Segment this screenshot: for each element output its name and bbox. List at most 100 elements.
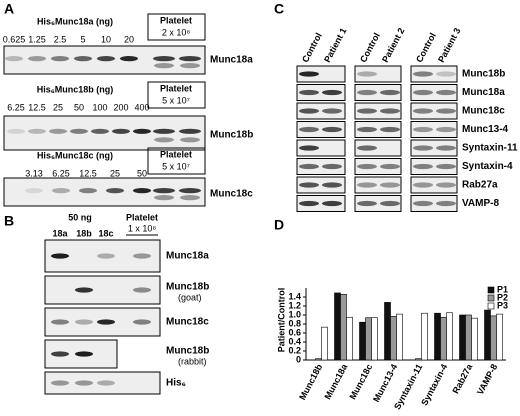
band xyxy=(51,351,69,357)
band xyxy=(179,128,201,134)
band xyxy=(97,253,115,259)
protein-label: His₆ xyxy=(166,378,186,389)
blot xyxy=(296,176,346,194)
band xyxy=(436,126,456,133)
band xyxy=(413,71,433,77)
blot xyxy=(296,102,346,120)
blot xyxy=(354,195,402,212)
band xyxy=(322,200,342,207)
band xyxy=(380,163,400,170)
band xyxy=(133,128,151,134)
band xyxy=(299,89,319,96)
blot xyxy=(354,65,402,83)
lane-label: 18c xyxy=(98,228,113,238)
blot xyxy=(354,84,402,101)
lane-label: 25 xyxy=(110,168,120,178)
band xyxy=(179,56,201,62)
lane-label: 2.5 xyxy=(54,34,67,44)
band xyxy=(322,163,342,170)
band xyxy=(380,182,400,188)
protein-label: Munc18c xyxy=(210,189,253,200)
band xyxy=(120,56,138,62)
y-axis-label: Patient/Control xyxy=(276,288,286,353)
bar xyxy=(346,316,353,361)
bar xyxy=(365,317,372,361)
band xyxy=(380,126,400,133)
band xyxy=(413,182,433,188)
blot xyxy=(44,239,161,273)
band xyxy=(75,319,93,325)
band xyxy=(133,319,151,325)
blot xyxy=(296,139,346,157)
blot-title: His₆Munc18b (ng) xyxy=(37,84,114,94)
bar xyxy=(384,302,391,361)
band xyxy=(153,188,175,194)
panel-label: D xyxy=(274,217,284,233)
band xyxy=(75,351,93,357)
bar xyxy=(315,358,322,361)
y-tick-label: 1.4 xyxy=(288,291,301,301)
platelet-label: Platelet xyxy=(160,149,192,159)
blot xyxy=(410,84,458,101)
band xyxy=(413,108,433,114)
amount-label: 50 ng xyxy=(68,212,92,222)
band xyxy=(153,128,175,134)
y-tick-label: 0.2 xyxy=(288,345,301,355)
band xyxy=(97,56,115,62)
protein-note: (rabbit) xyxy=(178,356,207,366)
band xyxy=(154,137,174,143)
protein-label: VAMP-8 xyxy=(462,198,499,209)
x-tick-label: Munc18c xyxy=(347,362,374,401)
band xyxy=(74,56,92,62)
protein-label: Munc18b xyxy=(462,69,505,80)
band xyxy=(70,128,88,134)
band xyxy=(380,200,400,207)
band xyxy=(299,182,319,188)
bar xyxy=(440,316,447,361)
blot xyxy=(296,195,346,212)
band xyxy=(357,145,377,151)
blot xyxy=(296,84,346,101)
band xyxy=(299,71,319,77)
band xyxy=(322,108,342,114)
y-tick-label: 0.4 xyxy=(288,336,301,346)
platelet-header xyxy=(147,81,206,109)
y-tick-label: 0.6 xyxy=(288,327,301,337)
band xyxy=(154,195,174,201)
lane-label: 18a xyxy=(52,228,68,238)
lane-label: 18b xyxy=(76,228,92,238)
platelet-label: Platelet xyxy=(160,15,192,25)
band xyxy=(322,126,342,133)
lane-label: 50 xyxy=(137,168,147,178)
band xyxy=(51,380,69,386)
band xyxy=(179,188,201,194)
platelet-amount: 2 x 10⁸ xyxy=(162,27,191,37)
bar xyxy=(415,358,422,361)
legend-swatch xyxy=(487,294,495,302)
band xyxy=(299,163,319,170)
protein-note: (goat) xyxy=(178,292,202,302)
lane-label: 200 xyxy=(113,102,128,112)
blot xyxy=(354,102,402,120)
band xyxy=(51,319,69,325)
platelet-amount: 5 x 10⁷ xyxy=(162,161,190,171)
protein-label: Munc18b xyxy=(166,346,209,357)
blot xyxy=(296,65,346,83)
legend-swatch xyxy=(487,302,495,310)
band xyxy=(299,145,319,151)
platelet-header xyxy=(147,13,206,41)
y-tick-label: 1.0 xyxy=(288,309,301,319)
band xyxy=(97,380,115,386)
bar xyxy=(321,326,328,361)
band xyxy=(357,182,377,188)
x-tick-label: Syntaxin-4 xyxy=(419,362,449,407)
column-label: Patient 1 xyxy=(322,26,348,64)
legend-swatch xyxy=(487,286,495,294)
band xyxy=(52,188,70,194)
y-tick-label: 0 xyxy=(296,354,301,364)
protein-label: Munc18c xyxy=(166,317,209,328)
y-tick-label: 1.2 xyxy=(288,300,301,310)
band xyxy=(180,63,200,69)
band xyxy=(75,287,93,293)
